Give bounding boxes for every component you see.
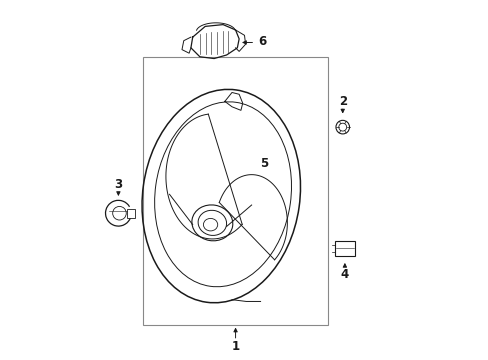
Text: 1: 1 (231, 340, 239, 353)
Bar (142, 57, 328, 325)
Text: 4: 4 (340, 268, 348, 281)
Text: 3: 3 (114, 178, 122, 191)
Text: 5: 5 (260, 157, 268, 170)
Text: 6: 6 (258, 35, 266, 48)
Bar (127, 209, 135, 217)
Bar (334, 241, 354, 256)
Text: 2: 2 (339, 95, 347, 108)
